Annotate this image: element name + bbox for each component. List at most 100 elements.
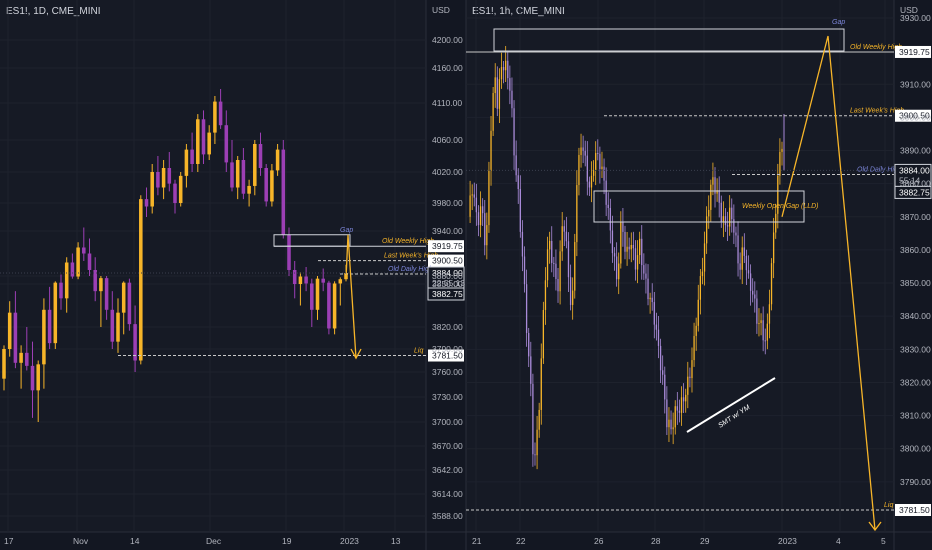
right-projection-arrow (868, 521, 882, 532)
left-x-tick: 14 (130, 536, 140, 546)
candle (701, 257, 704, 285)
left-plot-area[interactable] (0, 0, 426, 532)
candle (47, 286, 52, 349)
left-level-price-box (428, 349, 464, 362)
candle (196, 114, 200, 172)
candle (473, 182, 475, 207)
candle (507, 51, 509, 90)
candle (484, 199, 486, 256)
right-level-price: 3781.50 (899, 505, 930, 515)
candle (569, 264, 572, 311)
candle (703, 231, 706, 286)
candle (634, 240, 637, 281)
left-y-tick: 3940.00 (432, 226, 463, 236)
candle (479, 191, 482, 238)
candle (121, 281, 126, 335)
candle (676, 392, 678, 425)
candle (144, 187, 149, 217)
candle (668, 407, 670, 442)
candle (332, 281, 337, 335)
candle (601, 151, 603, 178)
right-price-axis[interactable] (894, 0, 932, 532)
candle (13, 291, 18, 369)
left-y-tick: 3880.00 (432, 271, 463, 281)
candle (626, 231, 628, 266)
candle (645, 263, 647, 294)
right-level-label: Old Weekly High (850, 44, 902, 51)
candle (741, 236, 743, 285)
candle (722, 201, 725, 238)
candle (553, 256, 555, 277)
candle (532, 373, 534, 467)
candle (781, 141, 783, 166)
candle (509, 65, 511, 105)
right-countdown: 55:14 (899, 175, 921, 185)
candle (544, 267, 547, 325)
candle (241, 148, 246, 200)
left-y-tick: 3790.00 (432, 344, 463, 354)
candle (218, 89, 223, 129)
candle (87, 238, 92, 276)
candle (53, 281, 58, 349)
candle (64, 257, 69, 313)
right-plot-area[interactable] (466, 0, 894, 532)
candle (595, 141, 597, 186)
right-chart-title[interactable]: ES1!, 1h, CME_MINI (472, 6, 565, 17)
candle (213, 96, 217, 144)
left-y-tick: 3588.00 (432, 511, 463, 521)
candle (338, 277, 343, 306)
candle (469, 180, 471, 224)
candle (477, 205, 480, 237)
candle (724, 208, 727, 232)
candle (523, 246, 526, 293)
candle (647, 264, 649, 306)
right-x-tick: 28 (651, 536, 661, 546)
candle (586, 141, 588, 196)
left-projection-path (345, 234, 357, 359)
left-countdown: 22:55:13 (432, 278, 465, 288)
candle (7, 301, 12, 357)
left-axis-unit: USD (432, 5, 450, 15)
candle (649, 292, 651, 314)
right-y-tick: 3880.00 (900, 179, 931, 189)
candle (287, 227, 291, 276)
right-level-price: 3900.50 (899, 111, 930, 121)
candle (567, 232, 570, 293)
candle (528, 327, 530, 368)
candle (525, 269, 528, 347)
candle (766, 313, 768, 350)
right-y-tick: 3850.00 (900, 278, 931, 288)
right-weekly-open-gap-label: Weekly Open Gap (LLD) (742, 203, 819, 210)
candle (492, 86, 494, 136)
left-low-price: 3882.75 (432, 289, 463, 299)
candle (670, 410, 672, 435)
candle (699, 269, 702, 315)
left-level-price: 3919.75 (432, 241, 463, 251)
candle (666, 386, 668, 436)
candle (687, 361, 689, 409)
candle (605, 167, 607, 216)
right-y-tick: 3830.00 (900, 344, 931, 354)
right-y-tick: 3870.00 (900, 212, 931, 222)
candle (482, 198, 484, 226)
candle (733, 204, 735, 244)
candle (697, 284, 699, 332)
candle (620, 211, 622, 269)
left-chart-title[interactable]: ES1!, 1D, CME_MINI (6, 6, 100, 17)
candle (500, 52, 503, 89)
candle (632, 231, 635, 261)
candle (659, 338, 662, 384)
candle (695, 317, 697, 351)
candle (139, 195, 143, 365)
candle (685, 388, 687, 413)
candle (93, 257, 97, 302)
right-y-tick: 3790.00 (900, 477, 931, 487)
candle (471, 184, 473, 211)
left-level-price-box (428, 240, 464, 253)
candle (768, 289, 771, 339)
candle (235, 156, 240, 200)
candle (315, 276, 320, 320)
candle (563, 220, 565, 247)
